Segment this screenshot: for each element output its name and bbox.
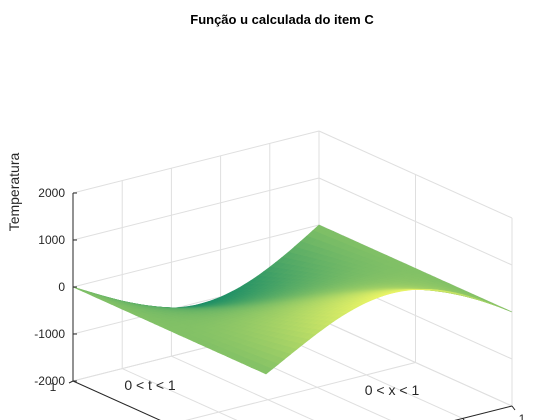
- x-tick-label: 1: [519, 412, 526, 420]
- grid-line: [454, 405, 513, 420]
- grid-line: [72, 130, 320, 194]
- grid-line: [72, 177, 320, 241]
- x-axis-line: [454, 405, 513, 420]
- surface-patch: [260, 366, 273, 375]
- y-tick-label: 1: [50, 380, 57, 394]
- z-tick-label: 1000: [38, 233, 65, 247]
- grid-line: [72, 224, 320, 288]
- x-tick-mark: [462, 418, 465, 420]
- z-tick-label: 2000: [38, 186, 65, 200]
- z-tick-label: -2000: [34, 374, 65, 388]
- axes: [68, 192, 516, 420]
- y-tick-mark: [68, 380, 74, 384]
- y-axis-line: [72, 380, 161, 420]
- grid-line: [318, 130, 513, 219]
- z-tick-label: 0: [58, 280, 65, 294]
- grid-line: [318, 318, 513, 407]
- surface: [72, 224, 513, 375]
- z-axis-label: Temperatura: [6, 152, 22, 231]
- grid-line: [185, 362, 416, 420]
- y-axis-label: 0 < t < 1: [124, 377, 176, 393]
- x-tick-mark: [511, 405, 516, 411]
- z-tick-label: -1000: [34, 327, 65, 341]
- grid-line: [318, 177, 513, 266]
- x-axis-label: 0 < x < 1: [365, 382, 420, 398]
- chart-title: Função u calculada do item C: [190, 12, 374, 27]
